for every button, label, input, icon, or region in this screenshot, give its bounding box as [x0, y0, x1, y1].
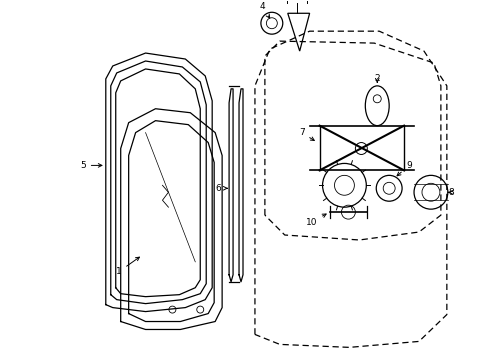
- Text: 6: 6: [215, 184, 226, 193]
- Text: 7: 7: [298, 128, 314, 140]
- Text: 5: 5: [80, 161, 102, 170]
- Text: 2: 2: [374, 75, 379, 84]
- Text: 10: 10: [305, 214, 325, 226]
- Text: 4: 4: [259, 2, 269, 18]
- Text: 3: 3: [0, 359, 1, 360]
- Text: 1: 1: [116, 257, 139, 276]
- Text: 9: 9: [396, 161, 411, 176]
- Text: 8: 8: [447, 188, 453, 197]
